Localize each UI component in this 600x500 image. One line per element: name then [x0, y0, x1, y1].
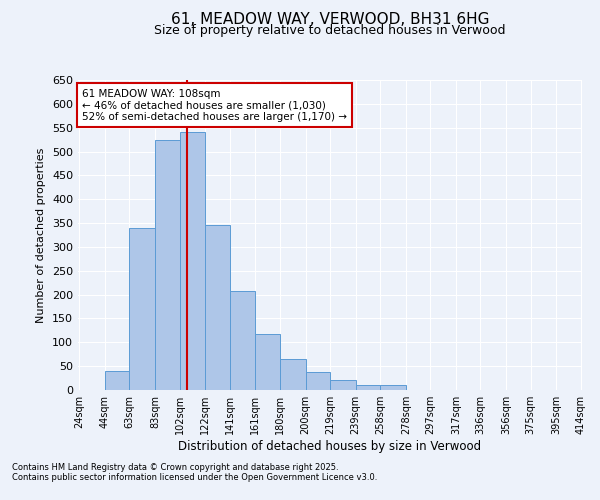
Bar	[305, 372, 330, 390]
Bar	[130, 228, 155, 390]
Text: Contains public sector information licensed under the Open Government Licence v3: Contains public sector information licen…	[12, 474, 377, 482]
Text: 61 MEADOW WAY: 108sqm
← 46% of detached houses are smaller (1,030)
52% of semi-d: 61 MEADOW WAY: 108sqm ← 46% of detached …	[82, 88, 347, 122]
Bar	[179, 132, 205, 390]
Bar	[330, 380, 356, 390]
Bar	[230, 292, 256, 390]
Text: Contains HM Land Registry data © Crown copyright and database right 2025.: Contains HM Land Registry data © Crown c…	[12, 464, 338, 472]
Y-axis label: Number of detached properties: Number of detached properties	[37, 148, 46, 322]
Bar	[256, 334, 280, 390]
Text: 61, MEADOW WAY, VERWOOD, BH31 6HG: 61, MEADOW WAY, VERWOOD, BH31 6HG	[171, 12, 489, 28]
Text: Size of property relative to detached houses in Verwood: Size of property relative to detached ho…	[154, 24, 506, 37]
Bar	[155, 140, 179, 390]
Bar	[280, 359, 305, 390]
X-axis label: Distribution of detached houses by size in Verwood: Distribution of detached houses by size …	[178, 440, 482, 453]
Bar	[205, 226, 230, 390]
Bar	[356, 385, 380, 390]
Bar	[105, 371, 130, 390]
Bar	[380, 385, 406, 390]
